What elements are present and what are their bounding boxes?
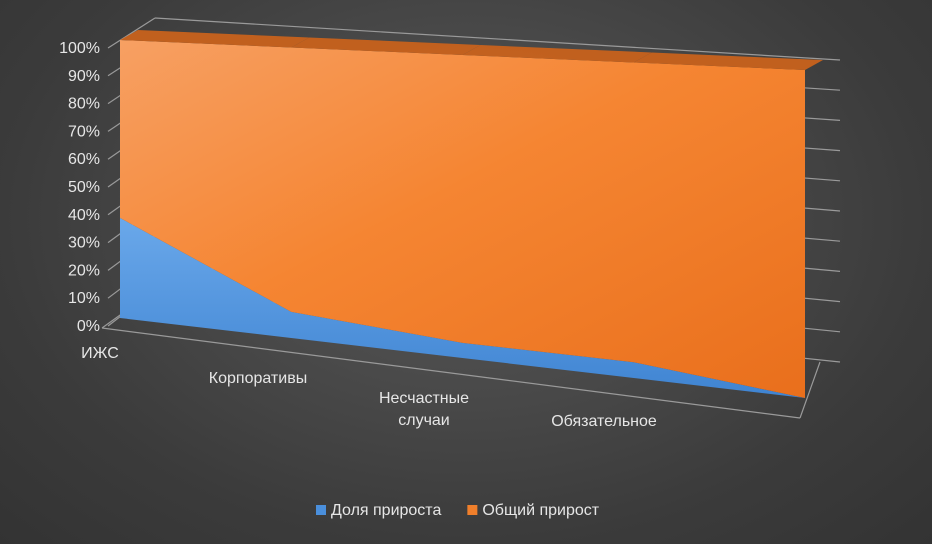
legend-label: Доля прироста [331,502,441,519]
y-tick-label: 30% [68,235,100,252]
gridline [154,17,841,61]
legend-swatch [467,505,478,515]
floor-edge [799,361,821,419]
y-tick-mark [107,17,156,49]
series-top-face [291,37,481,55]
x-tick-labels: ИЖС Корпоративы Несчастные случаи Обязательн… [81,345,657,430]
legend: Доля прироста Общий прирост [316,502,600,519]
x-tick-label: Несчастные случаи [379,390,469,429]
y-tick-label: 70% [68,123,100,140]
x-tick-label: Обязательное [551,413,657,430]
series-top-face [120,30,310,48]
y-tick-label: 20% [68,262,100,279]
y-tick-label: 50% [68,179,100,196]
areas [120,30,823,398]
x-tick-label: ИЖС [81,345,119,362]
x-axis-line [101,327,801,419]
x-tick-label: Корпоративы [209,370,307,387]
y-tick-label: 40% [68,207,100,224]
y-tick-label: 0% [77,318,100,335]
y-tick-label: 100% [59,40,100,57]
series-area [120,217,805,398]
legend-label: Общий прирост [482,502,599,519]
y-tick-label: 90% [68,68,100,85]
legend-swatch [316,505,326,515]
y-tick-label: 60% [68,151,100,168]
y-tick-labels: 0% 10% 20% 30% 40% 50% 60% 70% 80% 90% 100% [59,40,100,335]
series-top-face [462,45,652,63]
series-area [120,40,805,398]
y-tick-label: 10% [68,290,100,307]
series-top-face [633,52,823,70]
y-tick-label: 80% [68,96,100,113]
